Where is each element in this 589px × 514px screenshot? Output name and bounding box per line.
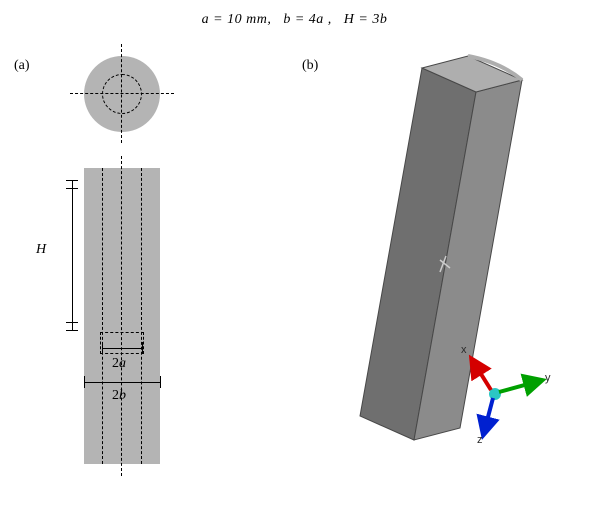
triad-x-label: x <box>461 344 467 356</box>
panel-a: H 2a 2b <box>0 50 290 500</box>
coord-triad: x y z <box>447 338 557 448</box>
parameter-equations: a = 10 mm, b = 4a , H = 3b <box>0 12 589 28</box>
front-centerline <box>121 156 122 476</box>
top-view-v-centerline <box>121 44 122 143</box>
top-view-h-centerline <box>70 93 174 94</box>
front-inner-strip <box>102 168 142 464</box>
eq-a: a = 10 mm, <box>202 12 272 27</box>
dim-2a-box <box>100 332 144 354</box>
triad-y-axis <box>499 380 543 392</box>
triad-z-axis <box>483 398 493 436</box>
dim-H-label: H <box>36 242 46 258</box>
triad-x-axis <box>471 358 491 390</box>
dim-2b-label: 2b <box>112 388 126 404</box>
top-view-inner-circle <box>102 74 142 114</box>
dim-2a-label: 2a <box>112 356 126 372</box>
triad-z-label: z <box>477 434 483 446</box>
eq-H: H = 3b <box>344 12 388 27</box>
panel-b: x y z <box>290 50 589 500</box>
eq-b: b = 4a , <box>283 12 331 27</box>
triad-y-label: y <box>545 372 551 384</box>
